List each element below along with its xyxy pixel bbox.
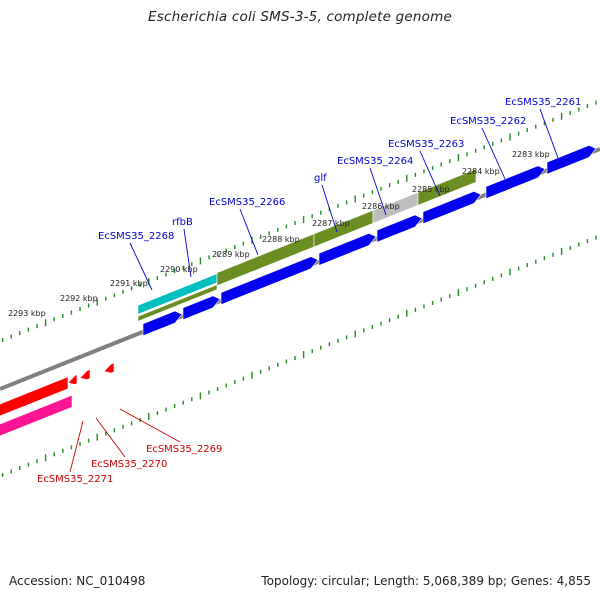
kbp-label: 2293 kbp [8,309,46,318]
reverse-gene [0,376,69,417]
gene-label-leader [481,127,506,180]
reverse-gene-small [67,374,78,385]
cds-arrow [318,233,377,266]
map-title: Escherichia coli SMS-3-5, complete genom… [148,9,452,25]
gene-label-leader [119,408,181,443]
kbp-labels: 2293 kbp 2292 kbp 2291 kbp 2290 kbp 2289 kbp… [8,150,550,318]
gene-segment-olive [417,168,477,206]
cds-arrow [422,191,482,225]
accession-text: Accession: NC_010498 [9,574,146,588]
reverse-gene [0,394,73,437]
gene-label-leader [419,150,441,197]
gene-label-leader [183,228,192,278]
reverse-gene-small [103,362,115,374]
kbp-label: 2287 kbp [312,219,350,228]
kbp-label: 2291 kbp [110,279,148,288]
gene-label-forward: EcSMS35_2262 [450,116,526,127]
gene-label-forward: rfbB [172,217,193,228]
gene-label-forward: EcSMS35_2266 [209,197,285,208]
kbp-label: 2290 kbp [160,265,198,274]
kbp-label: 2283 kbp [512,150,550,159]
gene-label-leader [539,108,559,159]
gene-label-forward: EcSMS35_2261 [505,97,581,108]
tick-marks [1,100,597,477]
gene-label-forward: EcSMS35_2268 [98,231,174,242]
gene-label-forward: EcSMS35_2264 [337,156,413,167]
gene-label-leader [321,184,338,233]
gene-label-reverse: EcSMS35_2270 [91,459,167,470]
reverse-gene-small [79,369,91,381]
cds-arrow [182,295,221,321]
cds-arrow [376,214,423,243]
cds-arrow [142,310,183,337]
gene-label-leader [369,167,387,216]
kbp-label: 2285 kbp [412,185,450,194]
kbp-label: 2289 kbp [212,250,250,259]
gene-label-forward: glf [314,173,327,184]
cds-arrow [220,256,319,306]
gene-label-leader [239,208,259,256]
genome-summary-text: Topology: circular; Length: 5,068,389 bp… [261,574,591,588]
cds-arrow [485,165,546,200]
kbp-label: 2284 kbp [462,167,500,176]
gene-label-leader [129,242,153,291]
gene-label-leader [95,417,126,458]
kbp-label: 2288 kbp [262,235,300,244]
kbp-label: 2292 kbp [60,294,98,303]
gene-label-leader [69,420,84,473]
gene-labels: EcSMS35_2268 rfbB EcSMS35_2266 glf EcSMS35_2… [37,97,581,485]
feature-tracks [0,145,597,437]
gene-label-forward: EcSMS35_2263 [388,139,464,150]
cds-arrow [546,145,597,175]
gene-label-reverse: EcSMS35_2269 [146,444,222,455]
kbp-label: 2286 kbp [362,202,400,211]
gene-label-reverse: EcSMS35_2271 [37,474,113,485]
